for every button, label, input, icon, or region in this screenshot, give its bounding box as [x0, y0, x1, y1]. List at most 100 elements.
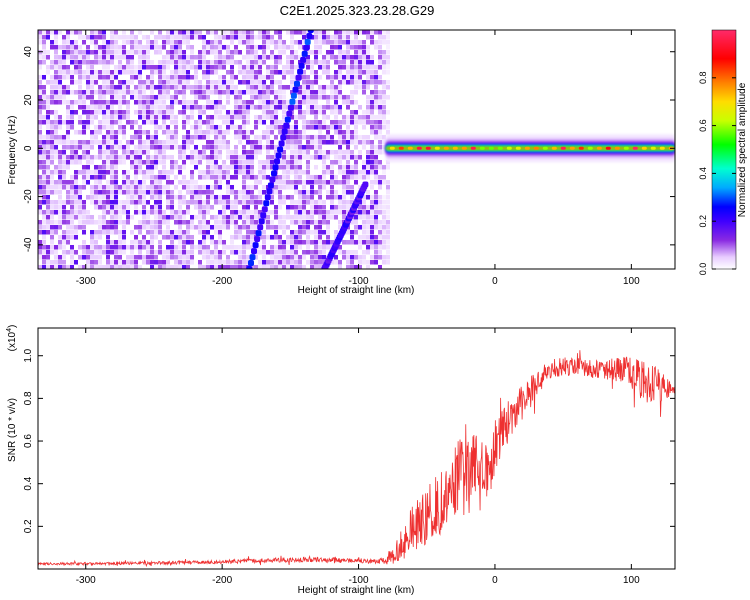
spectrogram-cell: [186, 65, 190, 70]
spectrogram-cell: [362, 230, 366, 235]
spectrogram-cell: [366, 85, 370, 90]
spectrogram-cell: [46, 245, 50, 250]
spectrogram-cell: [94, 35, 98, 40]
spectrogram-cell: [162, 165, 166, 170]
spectrogram-cell: [86, 35, 90, 40]
spectrogram-cell: [70, 245, 74, 250]
spectrogram-cell: [98, 100, 102, 105]
spectrogram-cell: [354, 160, 358, 165]
spectrogram-cell: [282, 195, 286, 200]
spectrogram-cell: [274, 185, 278, 190]
spectrogram-cell: [282, 200, 286, 205]
spectrogram-cell: [122, 145, 126, 150]
spectrogram-cell: [166, 60, 170, 65]
spectrogram-cell: [98, 130, 102, 135]
spectrogram-cell: [118, 100, 122, 105]
spectrogram-cell: [314, 110, 318, 115]
spectrogram-cell: [78, 140, 82, 145]
spectrogram-cell: [298, 95, 302, 100]
spectrogram-cell: [354, 220, 358, 225]
spectrogram-cell: [122, 90, 126, 95]
spectrogram-cell: [318, 200, 322, 205]
spectrogram-cell: [258, 160, 262, 165]
spectrogram-cell: [302, 35, 306, 40]
spectrogram-cell: [134, 145, 138, 150]
spectrogram-cell: [126, 210, 130, 215]
spectrogram-cell: [98, 125, 102, 130]
spectrogram-cell: [138, 55, 142, 60]
spectrogram-cell: [250, 170, 254, 175]
spectrogram-cell: [134, 235, 138, 240]
spectrogram-cell: [190, 90, 194, 95]
spectrogram-cell: [382, 125, 386, 130]
spectrogram-cell: [254, 45, 258, 50]
spectrogram-cell: [318, 225, 322, 230]
spectrogram-cell: [262, 190, 266, 195]
spectrogram-cell: [238, 165, 242, 170]
spectrogram-cell: [358, 55, 362, 60]
spectrogram-cell: [250, 195, 254, 200]
spectrogram-cell: [70, 235, 74, 240]
spectrogram-cell: [158, 210, 162, 215]
spectrogram-cell: [190, 155, 194, 160]
spectrogram-cell: [234, 170, 238, 175]
spectrogram-cell: [246, 220, 250, 225]
spectrogram-cell: [258, 135, 262, 140]
spectrogram-cell: [46, 260, 50, 265]
spectrogram-cell: [94, 250, 98, 255]
spectrogram-cell: [374, 225, 378, 230]
spectrogram-cell: [338, 80, 342, 85]
spectrogram-cell: [234, 260, 238, 265]
spectrogram-cell: [370, 75, 374, 80]
spectrogram-cell: [130, 245, 134, 250]
spectrogram-cell: [158, 60, 162, 65]
spectrogram-cell: [262, 90, 266, 95]
spectrogram-cell: [374, 75, 378, 80]
spectrogram-cell: [134, 245, 138, 250]
spectrogram-cell: [310, 220, 314, 225]
spectrogram-cell: [234, 90, 238, 95]
spectrogram-cell: [274, 40, 278, 45]
spectrogram-cell: [330, 35, 334, 40]
spectrogram-cell: [210, 30, 214, 35]
spectrogram-cell: [114, 245, 118, 250]
spectrogram-cell: [218, 135, 222, 140]
spectrogram-cell: [370, 145, 374, 150]
spectrogram-cell: [90, 230, 94, 235]
spectrogram-cell: [370, 230, 374, 235]
spectrogram-cell: [98, 200, 102, 205]
spectrogram-cell: [226, 125, 230, 130]
spectrogram-cell: [170, 165, 174, 170]
spectrogram-cell: [378, 205, 382, 210]
spectrogram-streak-cell: [277, 146, 284, 153]
spectrogram-cell: [98, 180, 102, 185]
spectrogram-cell: [42, 240, 46, 245]
spectrogram-cell: [378, 95, 382, 100]
spectrogram-cell: [134, 65, 138, 70]
spectrogram-cell: [138, 200, 142, 205]
spectrogram-cell: [170, 180, 174, 185]
spectrogram-cell: [178, 250, 182, 255]
spectrogram-cell: [250, 150, 254, 155]
spectrogram-cell: [110, 195, 114, 200]
y-tick-label: -20: [23, 189, 34, 204]
spectrogram-cell: [242, 170, 246, 175]
spectrogram-cell: [78, 160, 82, 165]
spectrogram-cell: [42, 215, 46, 220]
spectrogram-cell: [362, 45, 366, 50]
spectrogram-cell: [282, 155, 286, 160]
spectrogram-cell: [190, 65, 194, 70]
spectrogram-cell: [298, 100, 302, 105]
spectrogram-cell: [114, 115, 118, 120]
spectrogram-cell: [178, 240, 182, 245]
spectrogram-cell: [266, 175, 270, 180]
spectrogram-cell: [130, 65, 134, 70]
spectrogram-cell: [126, 245, 130, 250]
spectrogram-cell: [230, 150, 234, 155]
spectrogram-cell: [58, 210, 62, 215]
spectrogram-cell: [210, 45, 214, 50]
spectrogram-cell: [210, 195, 214, 200]
spectrogram-cell: [74, 180, 78, 185]
spectrogram-cell: [70, 145, 74, 150]
spectrogram-cell: [298, 145, 302, 150]
